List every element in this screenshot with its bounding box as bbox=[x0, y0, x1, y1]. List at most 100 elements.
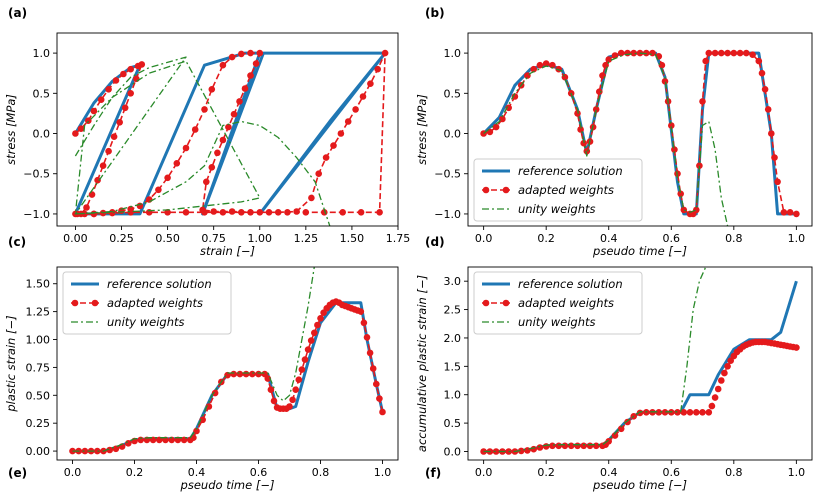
data-point bbox=[311, 329, 318, 337]
data-point bbox=[90, 107, 98, 115]
data-point bbox=[182, 209, 190, 216]
data-point bbox=[203, 178, 210, 186]
axes-frame bbox=[56, 266, 399, 461]
data-point bbox=[256, 49, 264, 57]
data-point bbox=[193, 427, 200, 435]
y-tick-label: 1.0 bbox=[444, 389, 462, 402]
data-point bbox=[265, 209, 273, 216]
data-point bbox=[711, 394, 719, 401]
data-point bbox=[624, 49, 631, 57]
data-point bbox=[705, 409, 713, 416]
y-tick-label: −1.0 bbox=[434, 208, 461, 221]
x-axis-label: pseudo time [−] bbox=[592, 244, 687, 258]
data-point bbox=[555, 442, 562, 450]
legend-marker bbox=[502, 299, 510, 307]
data-point bbox=[693, 409, 700, 416]
axes-frame bbox=[56, 32, 399, 227]
x-tick-label: 0.4 bbox=[188, 466, 206, 479]
data-point bbox=[677, 190, 684, 198]
data-point bbox=[668, 122, 675, 129]
data-point bbox=[339, 209, 347, 216]
data-point bbox=[611, 432, 619, 439]
data-point bbox=[219, 136, 227, 144]
y-tick-label: 0.0 bbox=[444, 128, 462, 141]
x-tick-label: 1.50 bbox=[340, 232, 365, 245]
data-point bbox=[374, 65, 382, 73]
data-point bbox=[661, 409, 669, 416]
legend-label-adapted: adapted weights bbox=[518, 296, 614, 310]
legend-label-adapted: adapted weights bbox=[107, 296, 203, 310]
plot-area bbox=[69, 267, 386, 455]
x-axis-label: pseudo time [−] bbox=[592, 478, 687, 492]
data-point bbox=[611, 52, 619, 59]
data-point bbox=[252, 60, 260, 67]
y-tick-label: 3.0 bbox=[444, 275, 462, 288]
data-point bbox=[199, 416, 206, 424]
legend-label-unity: unity weights bbox=[518, 202, 596, 216]
data-point bbox=[81, 447, 89, 455]
data-point bbox=[542, 60, 550, 67]
x-tick-label: 0.75 bbox=[201, 232, 226, 245]
panel-label-f: (f) bbox=[425, 466, 441, 480]
panel-label: (a) bbox=[8, 6, 27, 20]
x-tick-label: 0.0 bbox=[475, 232, 493, 245]
y-tick-label: 0.50 bbox=[26, 389, 51, 402]
data-point bbox=[304, 346, 312, 353]
x-axis-label: strain [−] bbox=[200, 244, 255, 258]
x-tick-label: 0.2 bbox=[126, 466, 144, 479]
legend: reference solution adapted weights unity w… bbox=[473, 271, 643, 335]
data-point bbox=[749, 51, 756, 58]
data-point bbox=[511, 93, 519, 100]
panel-label: (d) bbox=[425, 235, 445, 249]
data-point bbox=[549, 61, 556, 69]
data-point bbox=[284, 209, 291, 216]
data-point bbox=[366, 349, 374, 357]
data-point bbox=[121, 104, 129, 112]
data-point bbox=[337, 130, 345, 137]
legend-label-reference: reference solution bbox=[107, 277, 212, 291]
data-point bbox=[106, 446, 113, 454]
legend: reference solution adapted weights unity w… bbox=[62, 271, 232, 335]
data-point bbox=[605, 56, 612, 63]
y-tick-label: 2.0 bbox=[444, 332, 462, 345]
y-tick-label: 2.5 bbox=[444, 304, 462, 317]
data-point bbox=[786, 209, 794, 216]
data-point bbox=[182, 144, 190, 152]
data-point bbox=[214, 149, 221, 157]
data-point bbox=[686, 409, 694, 416]
data-point bbox=[357, 209, 365, 216]
data-point bbox=[105, 147, 112, 155]
data-point bbox=[138, 61, 146, 68]
x-tick-label: 0.8 bbox=[725, 466, 743, 479]
data-point bbox=[236, 370, 244, 378]
x-tick-label: 0.0 bbox=[64, 466, 82, 479]
data-point bbox=[274, 209, 282, 216]
data-point bbox=[241, 85, 249, 92]
y-tick-label: −0.5 bbox=[23, 168, 50, 181]
data-point bbox=[94, 176, 101, 184]
data-point bbox=[136, 202, 144, 210]
data-point bbox=[702, 57, 709, 65]
panel-b: (b) 0.0 0.2 0.4 0.6 0.8 1.0 −1.0 −0.5 0.0 0.5 1.0 ps… bbox=[415, 6, 813, 258]
data-point bbox=[680, 206, 688, 214]
x-tick-label: 1.00 bbox=[248, 232, 273, 245]
data-point bbox=[524, 72, 531, 79]
data-point bbox=[201, 106, 208, 113]
data-point bbox=[145, 196, 153, 203]
data-point bbox=[708, 402, 716, 410]
data-point bbox=[360, 319, 368, 327]
y-tick-label: 1.25 bbox=[26, 306, 51, 319]
data-point bbox=[230, 370, 237, 378]
data-point bbox=[201, 209, 208, 216]
x-tick-label: 0.2 bbox=[537, 466, 555, 479]
y-tick-label: 1.5 bbox=[444, 360, 462, 373]
data-point bbox=[771, 154, 778, 161]
data-point bbox=[363, 334, 371, 341]
data-point bbox=[586, 442, 594, 450]
legend-marker bbox=[482, 299, 490, 307]
data-point bbox=[219, 61, 227, 69]
data-point bbox=[267, 386, 275, 394]
series-line-unity bbox=[72, 267, 315, 452]
data-point bbox=[164, 209, 171, 216]
data-point bbox=[542, 443, 550, 450]
